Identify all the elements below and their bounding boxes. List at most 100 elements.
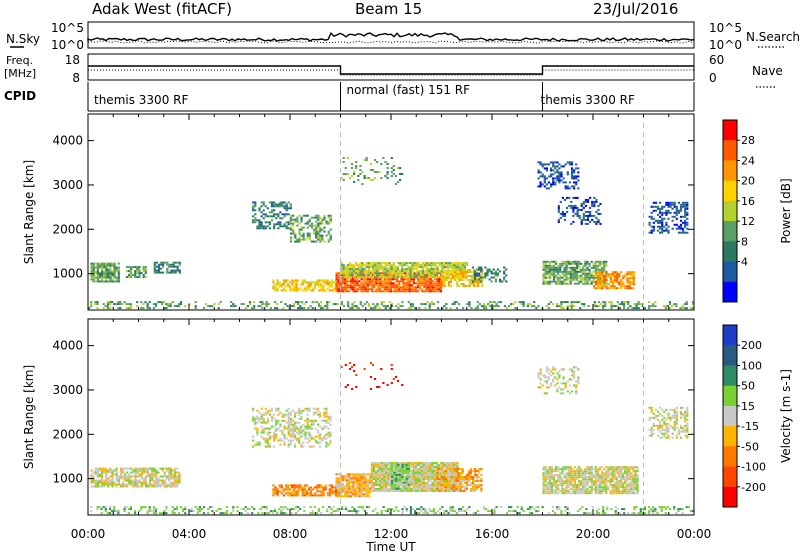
data-cell (494, 272, 497, 275)
data-cell (459, 264, 462, 267)
data-cell (111, 471, 114, 474)
data-cell (576, 214, 579, 217)
data-cell (569, 276, 572, 279)
data-cell (132, 469, 135, 472)
data-cell (103, 481, 106, 484)
data-cell (618, 273, 621, 276)
data-cell (407, 473, 410, 476)
data-cell (557, 264, 560, 267)
data-cell (667, 229, 670, 232)
data-cell (433, 284, 436, 287)
data-cell (370, 474, 373, 476)
data-cell (411, 303, 415, 306)
data-cell (389, 466, 392, 468)
data-cell (382, 157, 385, 159)
data-cell (404, 489, 407, 492)
data-cell (463, 486, 466, 488)
data-cell (464, 277, 467, 279)
data-cell (403, 268, 406, 271)
data-cell (679, 231, 683, 234)
data-cell (344, 276, 347, 279)
data-cell (416, 468, 419, 470)
data-cell (395, 471, 398, 474)
data-cell (424, 262, 427, 265)
data-cell (428, 274, 431, 277)
data-cell (563, 260, 566, 263)
data-cell (140, 307, 143, 310)
data-cell (103, 467, 106, 470)
data-cell (441, 279, 444, 281)
data-cell (446, 474, 450, 476)
data-cell (117, 481, 120, 484)
data-cell (423, 282, 426, 285)
data-cell (379, 480, 382, 482)
data-cell (348, 475, 351, 478)
data-cell (124, 485, 127, 488)
data-cell (547, 303, 550, 306)
data-cell (354, 288, 357, 291)
data-cell (451, 489, 454, 492)
data-cell (370, 468, 373, 470)
data-cell (345, 479, 349, 482)
data-cell (399, 276, 402, 279)
data-cell (392, 276, 395, 279)
data-cell (546, 474, 549, 477)
data-cell (128, 475, 131, 478)
data-cell (431, 272, 434, 275)
data-cell (164, 261, 167, 264)
data-cell (544, 488, 547, 491)
data-cell (555, 260, 558, 263)
data-cell (406, 286, 409, 289)
data-cell (557, 270, 560, 273)
data-cell (390, 274, 393, 277)
data-cell (300, 216, 303, 219)
data-cell (581, 303, 584, 306)
data-cell (340, 270, 343, 273)
data-cell (381, 284, 384, 287)
data-cell (107, 485, 110, 488)
data-cell (410, 278, 413, 281)
data-cell (419, 266, 423, 269)
data-cell (128, 479, 131, 482)
data-cell (391, 305, 394, 308)
data-cell (266, 431, 269, 434)
data-cell (287, 488, 290, 491)
data-cell (385, 468, 388, 470)
data-cell (492, 272, 495, 275)
data-cell (342, 179, 345, 181)
data-cell (378, 264, 381, 267)
data-cell (375, 282, 378, 285)
data-cell (560, 173, 563, 176)
data-cell (274, 287, 277, 290)
data-cell (445, 307, 448, 310)
data-cell (101, 272, 104, 275)
data-cell (438, 480, 441, 482)
data-cell (172, 475, 175, 478)
data-cell (552, 264, 556, 267)
data-cell (442, 262, 446, 265)
data-cell (465, 482, 468, 484)
data-cell (550, 161, 553, 164)
data-cell (342, 157, 345, 159)
data-cell (315, 232, 318, 235)
data-cell (340, 301, 343, 304)
colorbar-tick-label: 28 (741, 134, 755, 147)
data-cell (157, 483, 160, 486)
data-cell (254, 213, 257, 216)
data-cell (366, 284, 369, 287)
data-cell (319, 216, 322, 219)
data-cell (452, 464, 455, 466)
data-cell (555, 270, 558, 273)
data-cell (356, 483, 359, 486)
data-cell (405, 264, 408, 267)
data-cell (121, 483, 125, 486)
data-cell (301, 494, 304, 497)
data-cell (449, 273, 453, 275)
data-cell (593, 204, 596, 207)
data-cell (300, 415, 303, 418)
colorbar-swatch (723, 221, 737, 242)
data-cell (306, 234, 309, 237)
data-cell (593, 271, 596, 274)
data-cell (409, 276, 412, 279)
data-cell (431, 476, 434, 478)
